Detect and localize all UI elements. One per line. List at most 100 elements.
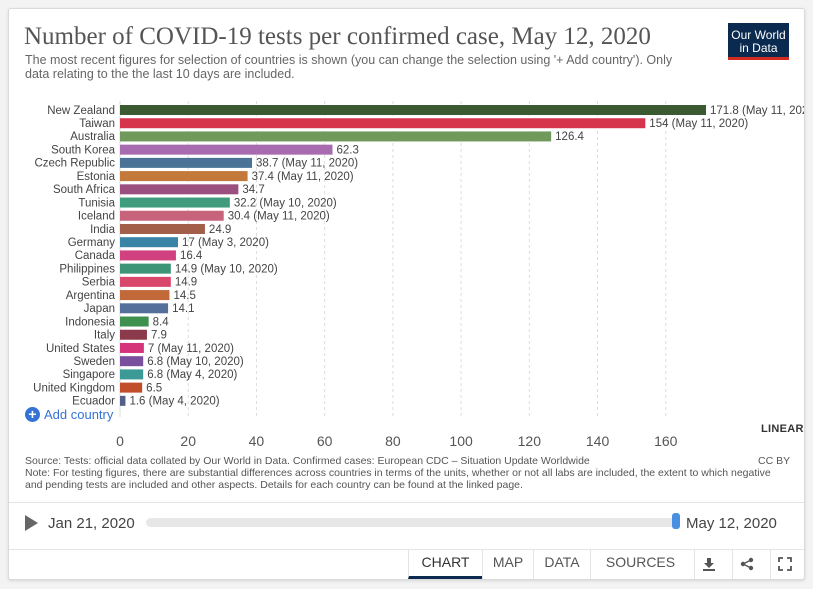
bar[interactable] [120, 382, 143, 393]
logo-line-2: in Data [739, 41, 778, 55]
add-country-label: Add country [44, 407, 114, 422]
data-label: 6.8 (May 4, 2020) [147, 369, 237, 381]
bar[interactable] [120, 131, 552, 142]
owid-logo[interactable]: Our World in Data [728, 23, 789, 60]
bar[interactable] [120, 263, 171, 274]
timeline: Jan 21, 2020 May 12, 2020 [9, 502, 804, 550]
data-label: 16.4 [180, 250, 203, 262]
category-label: Argentina [66, 290, 116, 302]
x-tick-label: 100 [449, 433, 473, 449]
chart-card: Number of COVID-19 tests per confirmed c… [8, 8, 805, 580]
bar[interactable] [120, 356, 144, 367]
scale-toggle-button[interactable]: LINEAR [761, 423, 804, 435]
data-label: 38.7 (May 11, 2020) [256, 158, 358, 170]
data-label: 14.9 (May 10, 2020) [175, 263, 278, 275]
timeline-start-date: Jan 21, 2020 [48, 515, 135, 532]
x-tick-label: 0 [116, 433, 124, 449]
data-label: 154 (May 11, 2020) [649, 118, 748, 130]
play-icon[interactable] [25, 515, 38, 531]
bar[interactable] [120, 276, 171, 287]
data-label: 6.5 [146, 382, 162, 394]
bar[interactable] [120, 329, 147, 340]
download-button[interactable] [694, 549, 723, 579]
bar[interactable] [120, 171, 248, 182]
fullscreen-button[interactable] [770, 549, 799, 579]
bar[interactable] [120, 118, 646, 129]
category-label: India [90, 224, 116, 236]
bar[interactable] [120, 342, 144, 353]
bar[interactable] [120, 316, 149, 327]
tab-chart[interactable]: CHART [408, 549, 482, 579]
category-label: Japan [84, 303, 115, 315]
category-label: Czech Republic [34, 158, 115, 170]
license-link[interactable]: CC BY [758, 455, 791, 467]
data-label: 34.7 [242, 184, 264, 196]
x-tick-label: 160 [654, 433, 678, 449]
data-label: 17 (May 3, 2020) [182, 237, 269, 249]
download-icon [703, 558, 715, 571]
bar[interactable] [120, 237, 178, 248]
share-button[interactable] [732, 549, 761, 579]
category-label: Philippines [59, 263, 115, 275]
add-country-button[interactable]: + Add country [25, 407, 113, 422]
data-label: 1.6 (May 4, 2020) [129, 396, 219, 408]
data-label: 37.4 (May 11, 2020) [252, 171, 354, 183]
tab-map[interactable]: MAP [482, 549, 533, 579]
data-label: 171.8 (May 11, 2020) [710, 105, 804, 117]
category-label: Singapore [63, 369, 115, 381]
data-label: 8.4 [153, 316, 170, 328]
bar[interactable] [120, 250, 176, 261]
x-tick-label: 140 [586, 433, 610, 449]
timeline-handle[interactable] [672, 513, 680, 529]
category-label: Estonia [77, 171, 116, 183]
tab-data[interactable]: DATA [533, 549, 590, 579]
bar[interactable] [120, 210, 224, 221]
category-label: Indonesia [65, 316, 115, 328]
data-label: 7.9 [151, 330, 167, 342]
x-tick-label: 20 [180, 433, 196, 449]
category-label: Serbia [82, 277, 116, 289]
bar[interactable] [120, 223, 205, 234]
category-label: Tunisia [78, 197, 115, 209]
category-label: Canada [75, 250, 116, 262]
bar[interactable] [120, 369, 144, 380]
category-label: South Korea [51, 144, 116, 156]
category-label: Ecuador [72, 396, 115, 408]
category-label: United Kingdom [33, 382, 115, 394]
data-label: 24.9 [209, 224, 231, 236]
source-text[interactable]: Source: Tests: official data collated by… [25, 455, 590, 467]
x-tick-label: 40 [249, 433, 265, 449]
bar[interactable] [120, 105, 707, 115]
timeline-track[interactable] [146, 518, 678, 527]
category-label: Australia [70, 131, 115, 143]
category-label: United States [46, 343, 115, 355]
x-tick-label: 120 [518, 433, 542, 449]
category-label: Iceland [78, 211, 115, 223]
bar[interactable] [120, 144, 333, 155]
page-title: Number of COVID-19 tests per confirmed c… [24, 23, 651, 50]
data-label: 126.4 [555, 131, 584, 143]
source-note: Source: Tests: official data collated by… [25, 455, 785, 491]
bar-chart: 0 20 40 60 80 100 120 140 160 New Zealand 171.8 (M… [33, 101, 804, 449]
bar[interactable] [120, 290, 170, 301]
category-label: Germany [68, 237, 116, 249]
category-label: Italy [94, 330, 115, 342]
data-label: 32.2 (May 10, 2020) [234, 197, 337, 209]
chart-subtitle: The most recent figures for selection of… [25, 53, 673, 81]
category-label: Taiwan [79, 118, 115, 130]
plus-circle-icon: + [25, 407, 40, 422]
data-label: 14.1 [172, 303, 194, 315]
bar[interactable] [120, 303, 169, 314]
x-tick-label: 60 [317, 433, 333, 449]
bar[interactable] [120, 197, 230, 208]
category-label: New Zealand [47, 105, 115, 117]
logo-line-1: Our World [731, 28, 786, 42]
data-label: 30.4 (May 11, 2020) [228, 211, 330, 223]
bar[interactable] [120, 395, 126, 406]
data-label: 7 (May 11, 2020) [148, 343, 234, 355]
bar[interactable] [120, 157, 253, 168]
data-label: 14.5 [173, 290, 195, 302]
bar[interactable] [120, 184, 239, 195]
tab-sources[interactable]: SOURCES [590, 549, 690, 579]
fullscreen-icon [778, 557, 792, 571]
